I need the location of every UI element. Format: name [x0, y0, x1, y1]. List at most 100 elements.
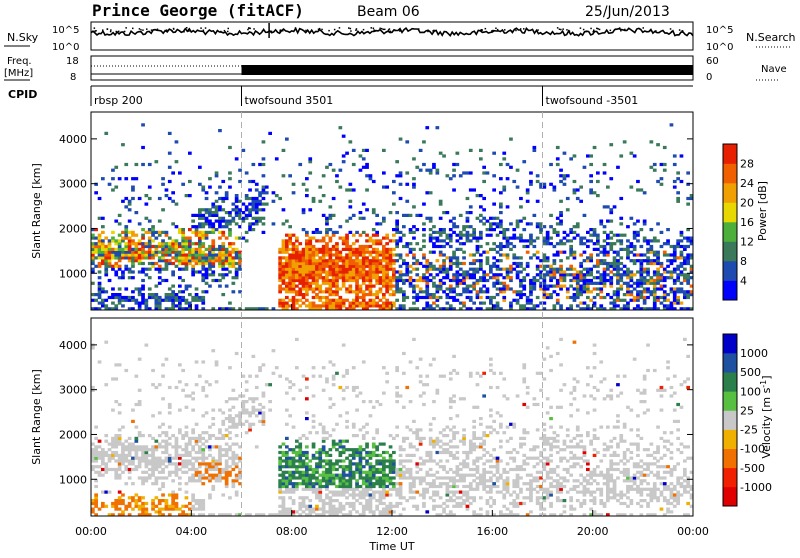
echo-cell: [603, 239, 607, 242]
echo-cell: [201, 414, 205, 417]
echo-cell: [422, 256, 426, 259]
echo-cell: [436, 273, 440, 276]
nsearch-point: [399, 30, 401, 32]
echo-cell: [201, 431, 205, 434]
echo-cell: [305, 239, 309, 242]
echo-cell: [318, 499, 322, 502]
echo-cell: [362, 479, 366, 482]
echo-cell: [104, 471, 108, 474]
echo-cell: [278, 304, 282, 307]
echo-cell: [305, 234, 309, 237]
echo-cell: [322, 502, 326, 505]
echo-cell: [315, 496, 319, 499]
echo-cell: [262, 157, 266, 160]
echo-cell: [362, 293, 366, 296]
echo-cell: [425, 126, 429, 129]
echo-cell: [124, 242, 128, 245]
echo-cell: [606, 220, 610, 223]
echo-cell: [298, 508, 302, 511]
echo-cell: [442, 211, 446, 214]
echo-cell: [650, 276, 654, 279]
echo-cell: [680, 290, 684, 293]
echo-cell: [559, 220, 563, 223]
echo-cell: [278, 248, 282, 251]
echo-cell: [282, 268, 286, 271]
echo-cell: [101, 256, 105, 259]
echo-cell: [108, 279, 112, 282]
echo-cell: [459, 234, 463, 237]
echo-cell: [342, 448, 346, 451]
echo-cell: [492, 282, 496, 285]
echo-cell: [208, 259, 212, 262]
echo-cell: [616, 234, 620, 237]
echo-cell: [385, 372, 389, 375]
echo-cell: [345, 386, 349, 389]
echo-cell: [392, 228, 396, 231]
echo-cell: [124, 245, 128, 248]
echo-cell: [211, 465, 215, 468]
echo-cell: [332, 377, 336, 380]
echo-cell: [248, 208, 252, 211]
echo-cell: [282, 208, 286, 211]
echo-cell: [339, 482, 343, 485]
echo-cell: [205, 273, 209, 276]
echo-cell: [305, 505, 309, 508]
echo-cell: [543, 302, 547, 305]
echo-cell: [282, 287, 286, 290]
echo-cell: [349, 259, 353, 262]
echo-cell: [379, 479, 383, 482]
echo-cell: [138, 262, 142, 265]
echo-cell: [586, 268, 590, 271]
echo-cell: [124, 231, 128, 234]
echo-cell: [359, 259, 363, 262]
echo-cell: [211, 256, 215, 259]
echo-cell: [298, 163, 302, 166]
echo-cell: [275, 194, 279, 197]
echo-cell: [131, 270, 135, 273]
echo-cell: [579, 237, 583, 240]
echo-cell: [355, 273, 359, 276]
echo-cell: [278, 462, 282, 465]
echo-cell: [165, 231, 169, 234]
echo-cell: [472, 276, 476, 279]
echo-cell: [680, 231, 684, 234]
echo-cell: [135, 493, 139, 496]
echo-cell: [161, 485, 165, 488]
echo-cell: [345, 491, 349, 494]
echo-cell: [616, 296, 620, 299]
echo-cell: [415, 508, 419, 511]
echo-cell: [596, 253, 600, 256]
nsearch-point: [511, 30, 513, 32]
echo-cell: [425, 287, 429, 290]
echo-cell: [295, 253, 299, 256]
echo-cell: [332, 468, 336, 471]
echo-cell: [415, 166, 419, 169]
echo-cell: [178, 445, 182, 448]
echo-cell: [546, 285, 550, 288]
echo-cell: [385, 304, 389, 307]
echo-cell: [118, 296, 122, 299]
echo-cell: [118, 457, 122, 460]
echo-cell: [181, 471, 185, 474]
echo-cell: [298, 304, 302, 307]
echo-cell: [111, 502, 115, 505]
echo-cell: [171, 239, 175, 242]
echo-cell: [195, 502, 199, 505]
echo-cell: [499, 225, 503, 228]
echo-cell: [359, 476, 363, 479]
echo-cell: [519, 285, 523, 288]
echo-cell: [385, 287, 389, 290]
echo-cell: [409, 471, 413, 474]
echo-cell: [91, 459, 95, 462]
nsearch-point: [224, 30, 226, 32]
echo-cell: [529, 299, 533, 302]
echo-cell: [98, 296, 102, 299]
echo-cell: [382, 465, 386, 468]
echo-cell: [228, 397, 232, 400]
echo-cell: [563, 183, 567, 186]
echo-cell: [646, 287, 650, 290]
echo-cell: [141, 228, 145, 231]
echo-cell: [399, 290, 403, 293]
echo-cell: [235, 237, 239, 240]
echo-cell: [138, 242, 142, 245]
